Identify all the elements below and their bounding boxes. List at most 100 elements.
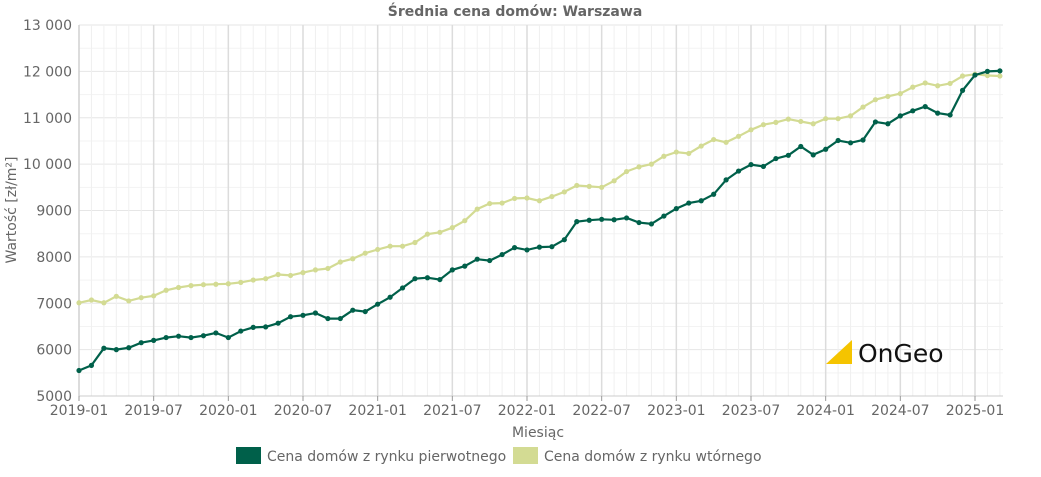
x-tick-label: 2024-07 bbox=[871, 403, 930, 419]
data-point bbox=[263, 324, 269, 330]
data-point bbox=[735, 168, 742, 174]
data-point bbox=[723, 177, 729, 183]
y-tick-label: 7000 bbox=[36, 296, 72, 312]
data-point bbox=[499, 251, 505, 258]
data-point bbox=[686, 200, 692, 206]
data-point bbox=[163, 334, 169, 341]
legend-swatch bbox=[513, 447, 538, 464]
data-point bbox=[984, 68, 991, 74]
data-point bbox=[885, 121, 891, 127]
data-point bbox=[188, 283, 194, 289]
data-point bbox=[549, 244, 555, 250]
data-point bbox=[885, 93, 891, 100]
data-point bbox=[586, 183, 592, 189]
data-point bbox=[424, 275, 431, 281]
data-point bbox=[362, 308, 368, 315]
data-point bbox=[213, 330, 219, 336]
data-point bbox=[188, 334, 194, 341]
data-point bbox=[798, 143, 804, 150]
data-point bbox=[437, 229, 443, 235]
data-point bbox=[275, 271, 281, 278]
data-point bbox=[300, 270, 306, 276]
data-point bbox=[648, 161, 655, 167]
data-point bbox=[561, 189, 567, 195]
y-tick-label: 5000 bbox=[36, 389, 72, 405]
data-point bbox=[748, 127, 754, 133]
data-point bbox=[823, 116, 829, 122]
chart-title: Średnia cena domów: Warszawa bbox=[388, 2, 643, 20]
data-point bbox=[474, 256, 480, 262]
x-tick-label: 2019-01 bbox=[50, 403, 109, 419]
data-point bbox=[785, 152, 791, 158]
data-point bbox=[387, 243, 393, 249]
legend-label: Cena domów z rynku wtórnego bbox=[544, 449, 762, 465]
data-point bbox=[263, 276, 269, 282]
data-point bbox=[860, 104, 866, 110]
grid bbox=[78, 24, 1003, 397]
data-point bbox=[113, 347, 119, 353]
data-point bbox=[586, 217, 592, 223]
data-point bbox=[935, 83, 941, 89]
data-point bbox=[935, 110, 941, 116]
data-point bbox=[947, 112, 953, 118]
data-point bbox=[350, 256, 356, 262]
data-point bbox=[437, 276, 443, 283]
x-tick-label: 2019-07 bbox=[124, 403, 183, 419]
data-point bbox=[213, 281, 219, 287]
data-point bbox=[623, 215, 630, 221]
y-tick-label: 12 000 bbox=[23, 64, 72, 80]
data-point bbox=[375, 246, 381, 253]
data-point bbox=[462, 218, 468, 224]
data-point bbox=[536, 244, 543, 250]
data-point bbox=[511, 245, 518, 251]
watermark-text: OnGeo bbox=[858, 339, 944, 368]
data-point bbox=[748, 161, 754, 168]
data-point bbox=[287, 314, 294, 320]
data-point bbox=[648, 221, 655, 227]
data-point bbox=[599, 216, 605, 222]
data-point bbox=[325, 265, 331, 272]
data-point bbox=[636, 219, 642, 226]
data-point bbox=[399, 285, 406, 291]
data-point bbox=[623, 168, 630, 175]
data-point bbox=[835, 137, 841, 144]
data-point bbox=[959, 73, 966, 79]
data-point bbox=[959, 87, 966, 93]
data-point bbox=[200, 333, 207, 339]
data-point bbox=[561, 237, 567, 243]
data-point bbox=[847, 113, 854, 119]
data-point bbox=[847, 140, 854, 146]
data-point bbox=[88, 297, 95, 303]
data-point bbox=[773, 155, 779, 162]
data-point bbox=[897, 113, 903, 119]
data-point bbox=[449, 267, 455, 273]
data-point bbox=[200, 282, 207, 288]
data-point bbox=[350, 307, 356, 313]
data-point bbox=[325, 315, 331, 322]
x-tick-label: 2024-01 bbox=[796, 403, 855, 419]
data-point bbox=[399, 243, 406, 249]
legend-label: Cena domów z rynku pierwotnego bbox=[267, 449, 506, 465]
data-point bbox=[673, 149, 679, 155]
data-point bbox=[760, 163, 767, 170]
data-point bbox=[549, 193, 555, 200]
y-tick-label: 13 000 bbox=[23, 18, 72, 34]
x-tick-label: 2021-07 bbox=[423, 403, 482, 419]
data-point bbox=[661, 153, 667, 159]
data-point bbox=[449, 225, 455, 231]
data-point bbox=[984, 72, 991, 79]
x-tick-label: 2020-01 bbox=[199, 403, 258, 419]
data-point bbox=[698, 143, 704, 149]
data-point bbox=[798, 118, 804, 125]
data-point bbox=[611, 178, 617, 184]
y-axis: 5000 6000 7000 8000 9000 10 000 11 000 12 000 13… bbox=[23, 18, 72, 405]
data-point bbox=[151, 293, 157, 299]
x-tick-label: 2021-01 bbox=[348, 403, 407, 419]
data-point bbox=[238, 279, 244, 285]
data-point bbox=[686, 150, 692, 157]
data-point bbox=[499, 200, 505, 206]
data-point bbox=[872, 97, 879, 103]
series-lines bbox=[76, 68, 1003, 374]
data-point bbox=[910, 108, 916, 114]
data-point bbox=[287, 272, 294, 279]
